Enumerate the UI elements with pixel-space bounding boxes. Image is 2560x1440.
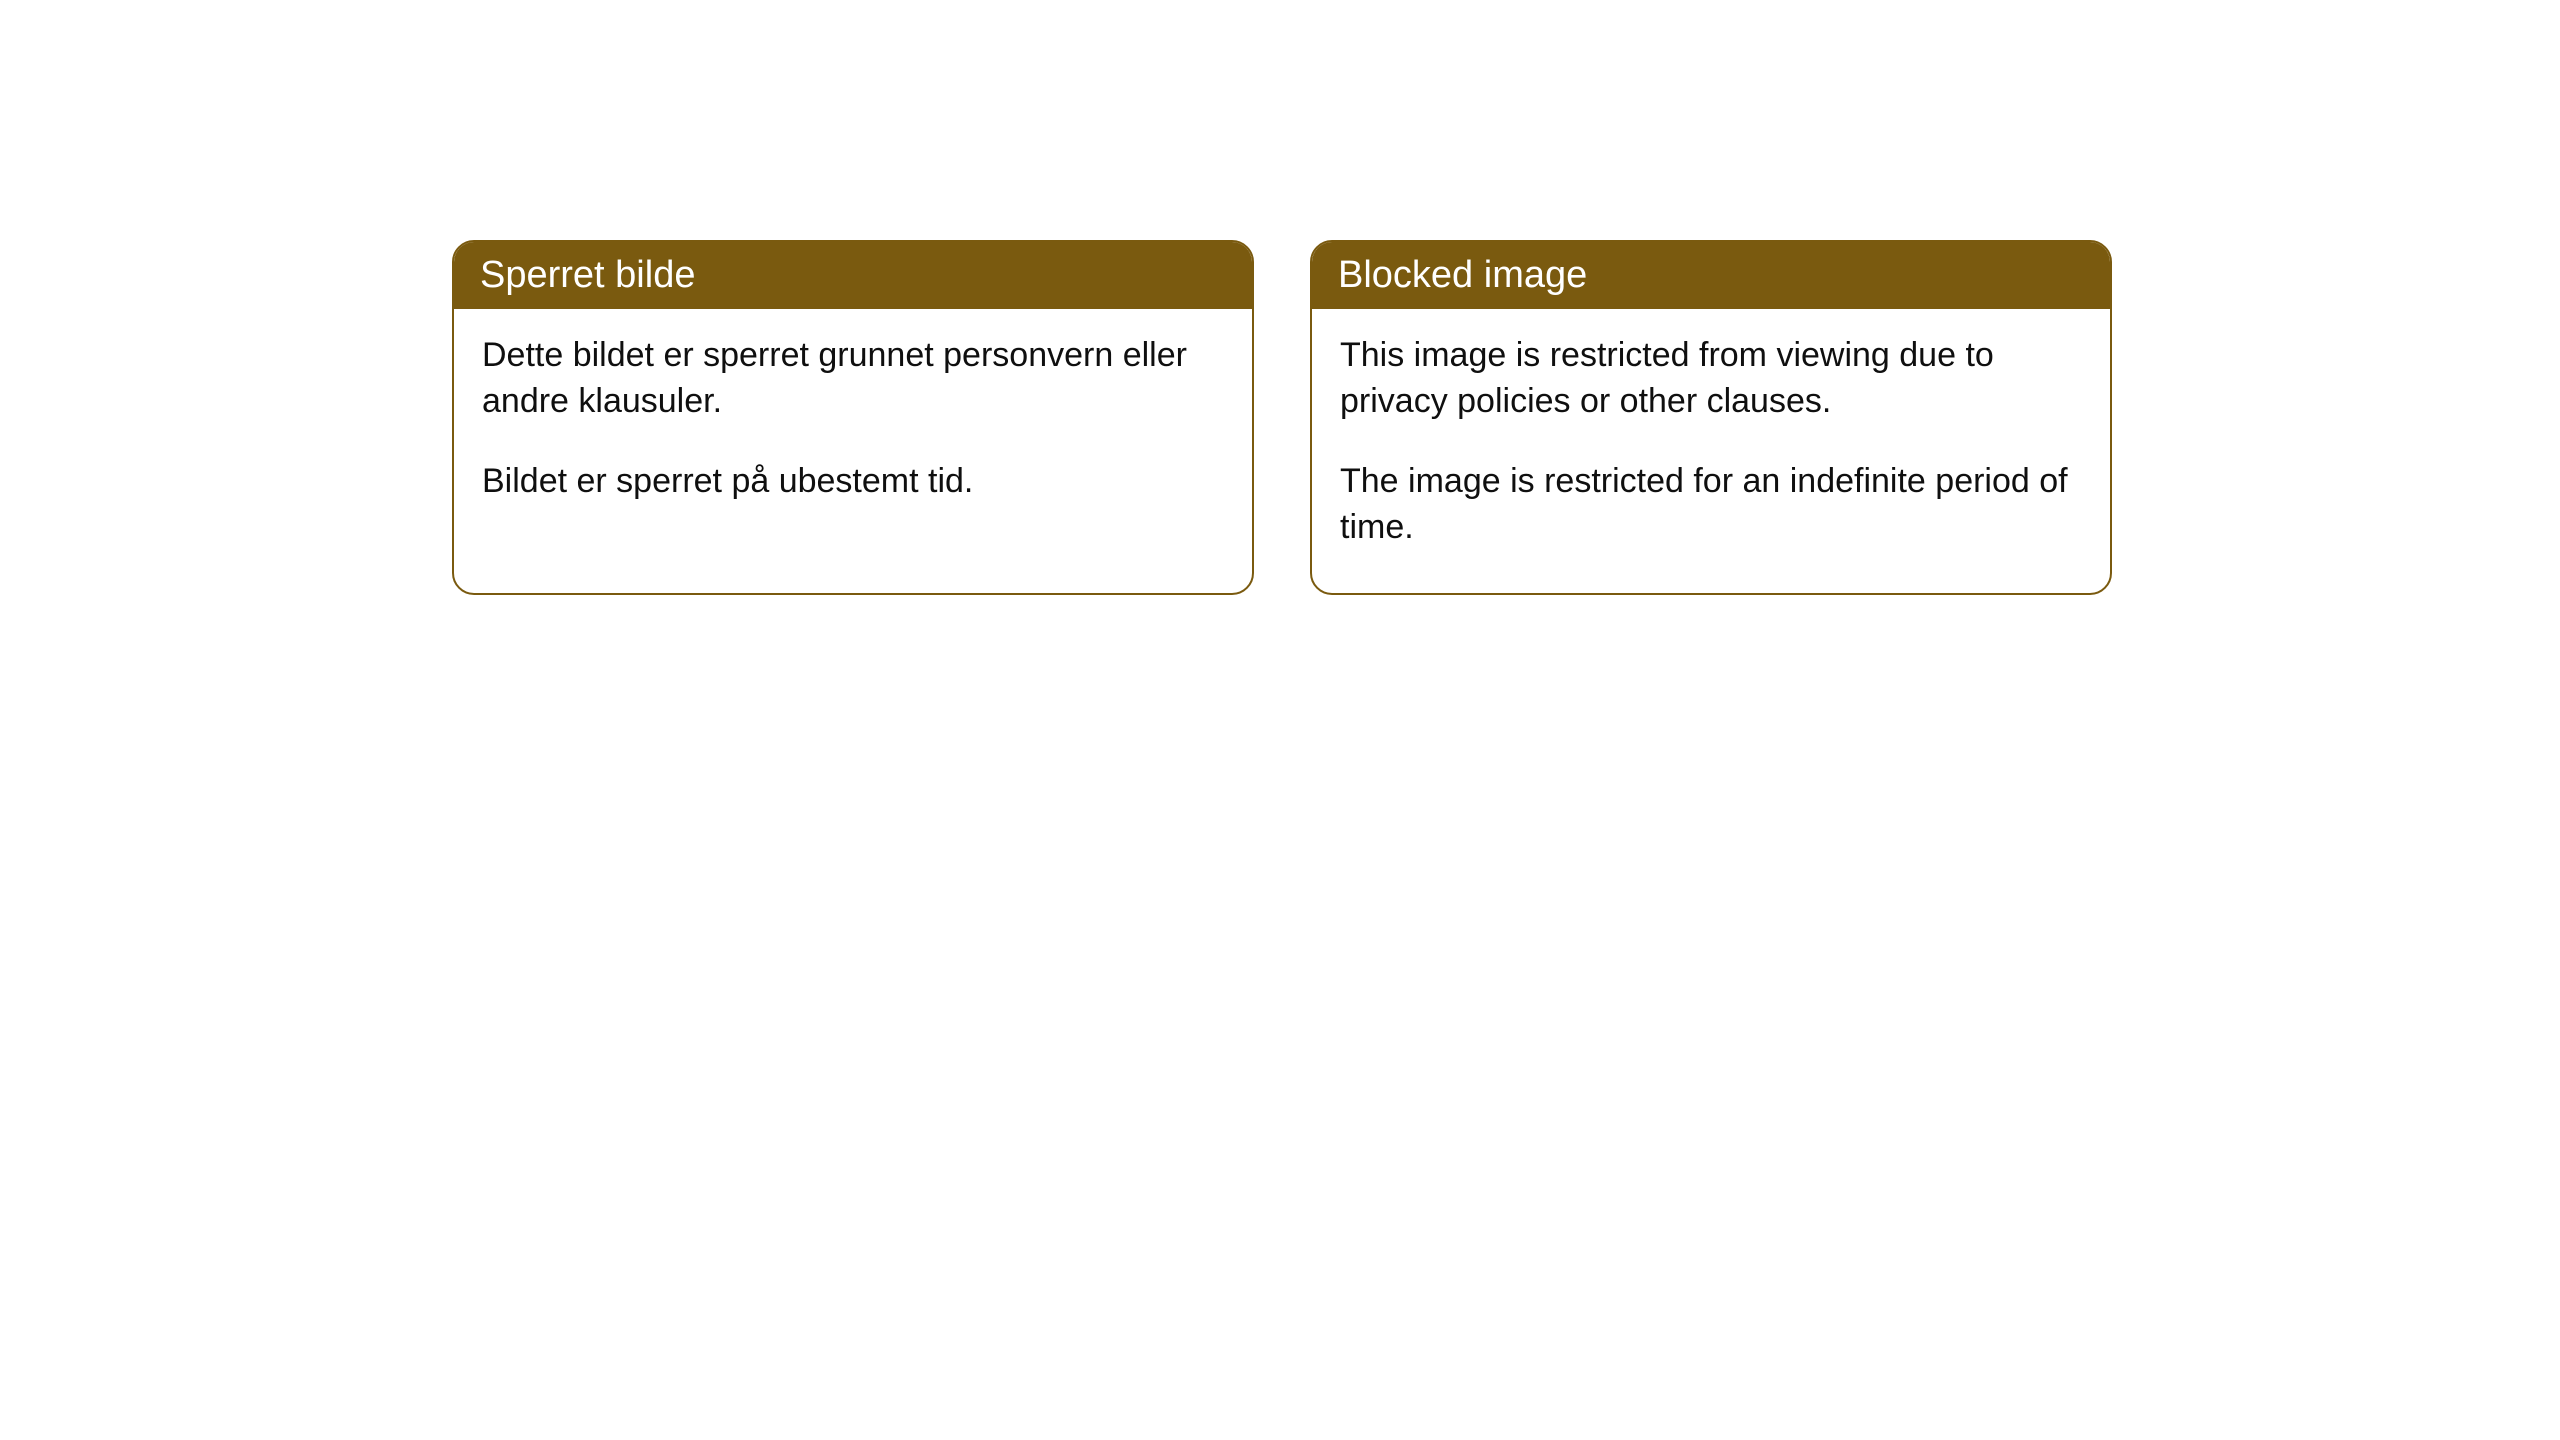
card-body-norwegian: Dette bildet er sperret grunnet personve… (454, 309, 1252, 547)
card-header-english: Blocked image (1312, 242, 2110, 309)
cards-container: Sperret bilde Dette bildet er sperret gr… (0, 0, 2560, 595)
card-paragraph: Dette bildet er sperret grunnet personve… (482, 333, 1224, 425)
card-paragraph: This image is restricted from viewing du… (1340, 333, 2082, 425)
card-paragraph: The image is restricted for an indefinit… (1340, 459, 2082, 551)
card-title: Sperret bilde (480, 254, 695, 296)
card-title: Blocked image (1338, 254, 1587, 296)
card-norwegian: Sperret bilde Dette bildet er sperret gr… (452, 240, 1254, 595)
card-body-english: This image is restricted from viewing du… (1312, 309, 2110, 593)
card-header-norwegian: Sperret bilde (454, 242, 1252, 309)
card-paragraph: Bildet er sperret på ubestemt tid. (482, 459, 1224, 505)
card-english: Blocked image This image is restricted f… (1310, 240, 2112, 595)
